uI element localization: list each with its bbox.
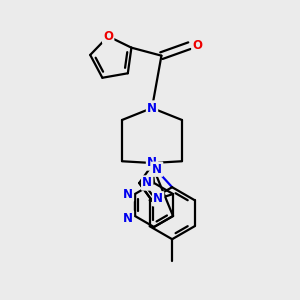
Text: N: N: [153, 192, 163, 205]
Text: N: N: [152, 163, 162, 176]
Text: N: N: [123, 188, 133, 200]
Text: N: N: [123, 212, 133, 224]
Text: N: N: [147, 157, 157, 169]
Text: N: N: [142, 176, 152, 190]
Text: O: O: [103, 30, 113, 43]
Text: N: N: [147, 101, 157, 115]
Text: O: O: [192, 39, 203, 52]
